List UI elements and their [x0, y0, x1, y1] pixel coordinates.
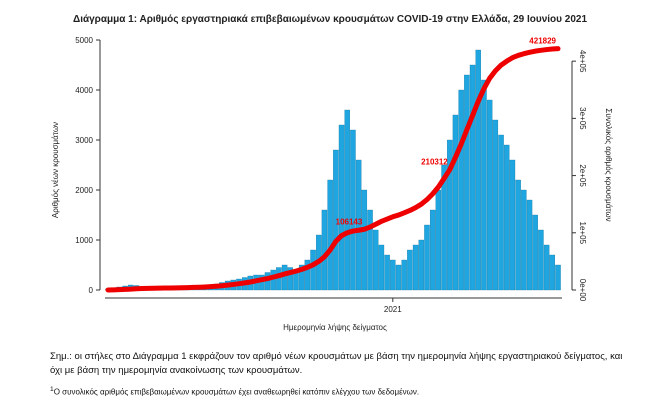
bar [469, 64, 476, 291]
chart: Διάγραμμα 1: Αριθμός εργαστηριακά επιβεβ… [51, 14, 613, 332]
bar [452, 114, 459, 291]
y-tick-label: 3000 [75, 136, 93, 145]
bar [395, 264, 402, 291]
bar [515, 179, 521, 291]
bar [298, 264, 305, 291]
chart-title: Διάγραμμα 1: Αριθμός εργαστηριακά επιβεβ… [73, 14, 587, 25]
y2-tick-label: 0e+00 [578, 279, 587, 302]
bar [350, 129, 356, 291]
bar [407, 249, 413, 291]
bar [321, 209, 328, 291]
bar [304, 259, 311, 291]
bar [475, 49, 481, 291]
y2-tick-label: 1e+05 [578, 222, 587, 245]
bar [378, 244, 385, 291]
bar [429, 209, 436, 291]
bar [543, 244, 550, 291]
bar [338, 124, 345, 291]
bar [276, 267, 282, 291]
bar [492, 119, 499, 291]
y-tick-label: 5000 [75, 36, 93, 45]
data-label: 421829 [529, 37, 556, 46]
bar [532, 214, 538, 291]
bar [367, 209, 373, 291]
bar [390, 259, 396, 291]
y2-tick-label: 2e+05 [578, 164, 587, 187]
y2-axis-label: Συνολικός αριθμός κρουσμάτων [604, 108, 613, 221]
y-tick-label: 1000 [75, 236, 93, 245]
bar [333, 149, 339, 291]
bar [412, 244, 419, 291]
footnote-mark: 1 [50, 386, 54, 393]
bar [310, 249, 316, 291]
bar [521, 189, 527, 291]
bar [447, 139, 453, 291]
bar [526, 199, 533, 291]
x-tick-label: 2021 [384, 305, 402, 314]
bar [384, 254, 390, 291]
bar [435, 189, 442, 291]
bar [344, 109, 350, 291]
y2-tick-label: 4e+05 [578, 50, 587, 73]
bar [418, 239, 425, 291]
bar [281, 264, 288, 291]
bar [486, 99, 493, 291]
x-axis-label: Ημερομηνία λήψης δείγματος [283, 323, 387, 332]
y-tick-label: 0 [89, 286, 94, 295]
bar [361, 189, 368, 291]
bar [287, 267, 293, 291]
bar [424, 224, 430, 291]
bar [355, 159, 362, 291]
bar [498, 134, 504, 291]
cumulative-line [105, 46, 561, 293]
bar [458, 89, 464, 291]
bar [555, 264, 561, 291]
bar [509, 159, 516, 291]
bar [373, 229, 379, 291]
y-tick-label: 4000 [75, 86, 93, 95]
footnote: 1Ο συνολικός αριθμός επιβεβαιωμένων κρου… [50, 386, 419, 397]
bar [327, 179, 333, 291]
footnote-text: Ο συνολικός αριθμός επιβεβαιωμένων κρουσ… [53, 387, 420, 397]
bar [401, 259, 407, 291]
data-label: 210312 [421, 158, 448, 167]
note: Σημ.: οι στήλες στο Διάγραμμα 1 εκφράζου… [50, 351, 623, 376]
bar [538, 229, 544, 291]
y2-tick-label: 3e+05 [578, 107, 587, 130]
bar [504, 144, 510, 291]
data-label: 106143 [336, 217, 363, 226]
y-axis-label: Αριθμός νέων κρουσμάτων [51, 122, 60, 218]
bar [481, 79, 487, 291]
bar [464, 74, 470, 291]
bar [549, 254, 556, 291]
y-tick-label: 2000 [75, 186, 93, 195]
bar [441, 164, 447, 291]
